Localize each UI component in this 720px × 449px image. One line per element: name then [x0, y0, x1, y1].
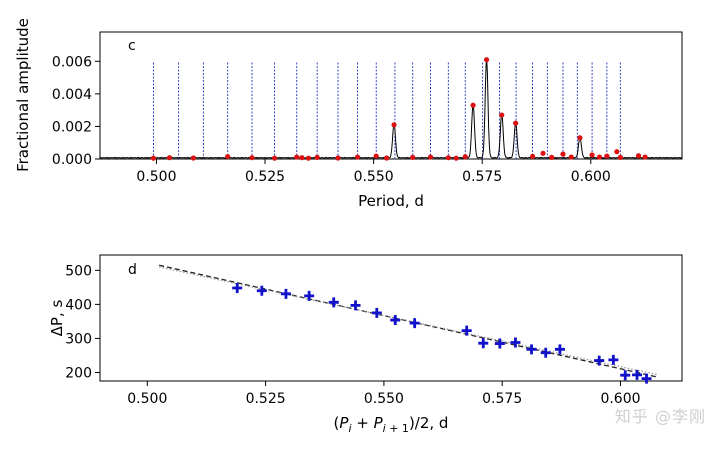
red-marker-29 — [577, 135, 583, 141]
c-ytick-label-3: 0.006 — [52, 54, 92, 70]
d-ytick-label-3: 500 — [65, 263, 92, 279]
panel-d-ylabel: ΔP, s — [48, 299, 66, 336]
d-xtick-label-2: 0.550 — [364, 391, 404, 407]
panel-c-xlabel: Period, d — [358, 192, 424, 210]
c-xtick-label-1: 0.525 — [245, 169, 285, 185]
panel-d-xlabel: (Pi + Pi + 1)/2, d — [334, 414, 449, 435]
data-point-12 — [510, 337, 521, 348]
c-xtick-label-3: 0.575 — [462, 169, 502, 185]
red-marker-12 — [373, 153, 379, 159]
panel-d-label: d — [128, 262, 137, 278]
data-point-18 — [620, 370, 631, 381]
red-marker-27 — [560, 151, 566, 157]
data-point-10 — [478, 338, 489, 349]
data-point-7 — [390, 315, 401, 326]
red-marker-16 — [427, 154, 434, 160]
d-ytick-label-2: 400 — [65, 297, 92, 313]
c-ytick-label-2: 0.004 — [52, 87, 92, 103]
red-marker-22 — [499, 112, 505, 118]
red-marker-36 — [642, 154, 648, 160]
fit-line-0 — [159, 264, 659, 378]
red-marker-26 — [549, 154, 555, 160]
red-marker-5 — [272, 155, 278, 161]
watermark-text: 知乎 @李刚 — [614, 407, 706, 426]
panel-c-label: c — [128, 38, 136, 54]
d-xtick-label-0: 0.500 — [127, 391, 167, 407]
d-ytick-label-1: 300 — [65, 331, 92, 347]
data-point-2 — [280, 288, 291, 299]
data-point-1 — [256, 285, 267, 296]
red-marker-28 — [568, 154, 574, 160]
red-marker-23 — [513, 120, 519, 126]
data-point-14 — [540, 347, 551, 358]
data-point-4 — [328, 297, 339, 308]
red-marker-34 — [617, 154, 623, 160]
panel-c-spectrum-line — [99, 58, 683, 159]
red-marker-30 — [589, 152, 595, 158]
red-marker-24 — [529, 153, 536, 159]
red-marker-4 — [249, 155, 255, 161]
red-marker-35 — [635, 153, 642, 159]
d-xtick-label-3: 0.575 — [482, 391, 522, 407]
red-marker-9 — [314, 154, 320, 160]
c-xtick-label-4: 0.600 — [571, 169, 611, 185]
red-marker-20 — [470, 102, 476, 108]
red-marker-3 — [225, 153, 231, 160]
d-xtick-label-4: 0.600 — [600, 391, 640, 407]
data-point-11 — [494, 338, 505, 349]
panel-c: c 0.500 0.525 0.550 0.575 0.600 0.000 0.002 0.… — [14, 18, 683, 210]
c-ytick-label-1: 0.002 — [52, 119, 92, 135]
red-marker-33 — [614, 149, 620, 155]
red-marker-15 — [410, 154, 416, 160]
data-point-13 — [526, 344, 537, 355]
red-marker-19 — [462, 154, 468, 160]
fit-line-1 — [159, 266, 659, 376]
data-point-16 — [594, 355, 605, 366]
red-marker-1 — [166, 155, 173, 161]
c-xtick-label-0: 0.500 — [136, 169, 176, 185]
panel-c-ylabel: Fractional amplitude — [14, 18, 32, 172]
red-marker-6 — [294, 154, 300, 160]
red-marker-25 — [540, 150, 546, 156]
data-point-9 — [461, 325, 472, 336]
data-point-8 — [409, 318, 420, 329]
red-marker-32 — [604, 153, 610, 159]
c-xtick-label-2: 0.550 — [354, 169, 394, 185]
red-marker-13 — [384, 155, 390, 161]
c-ytick-label-0: 0.000 — [52, 152, 92, 168]
d-xtick-label-1: 0.525 — [246, 391, 286, 407]
panel-d-frame — [99, 254, 683, 382]
panel-d: d 0.500 0.525 0.550 0.575 0.600 200 300 400 500… — [48, 254, 683, 435]
data-point-17 — [608, 354, 619, 365]
red-marker-14 — [391, 122, 397, 128]
data-point-6 — [371, 307, 382, 318]
panel-c-frame — [99, 31, 683, 160]
data-point-20 — [641, 373, 652, 384]
red-marker-2 — [190, 155, 196, 161]
data-point-5 — [350, 300, 361, 311]
red-marker-17 — [445, 155, 451, 161]
red-marker-8 — [305, 155, 312, 161]
red-marker-18 — [453, 155, 459, 161]
red-marker-31 — [596, 154, 603, 160]
d-ytick-label-0: 200 — [65, 365, 92, 381]
data-point-19 — [632, 369, 643, 380]
red-marker-21 — [483, 57, 490, 63]
data-point-15 — [554, 344, 565, 355]
red-marker-11 — [354, 154, 361, 160]
red-marker-7 — [299, 155, 305, 161]
data-point-3 — [304, 290, 315, 301]
data-point-0 — [232, 283, 243, 294]
red-marker-10 — [335, 155, 341, 161]
red-marker-0 — [150, 155, 157, 161]
